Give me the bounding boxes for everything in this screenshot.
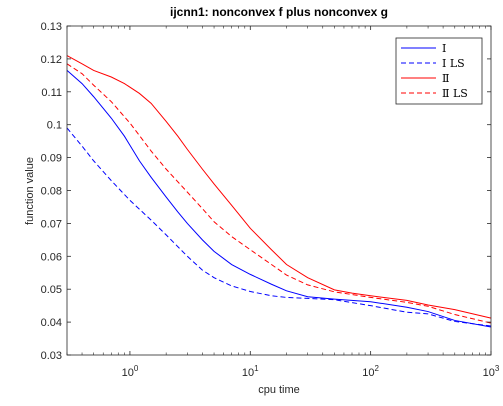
- y-tick-label: 0.09: [41, 153, 62, 165]
- x-axis-label: cpu time: [258, 384, 300, 396]
- series-line-2: [66, 127, 492, 327]
- x-tick-label: 101: [242, 364, 259, 379]
- y-tick-label: 0.03: [41, 350, 62, 362]
- series-line-4: [66, 63, 492, 324]
- y-tick-label: 0.1: [47, 120, 62, 132]
- y-tick-label: 0.13: [41, 21, 62, 33]
- y-tick-label: 0.06: [41, 251, 62, 263]
- legend-label-3: Ⅱ: [442, 72, 449, 85]
- legend-label-4: Ⅱ LS: [442, 87, 468, 100]
- series-layer: [66, 55, 492, 328]
- x-tick-label: 100: [122, 364, 139, 379]
- y-axis-label: function value: [24, 157, 36, 225]
- legend-label-1: Ⅰ: [442, 42, 446, 55]
- axes-layer: 0.03 0.04 0.05 0.06 0.07 0.08 0.09 0.1 0.11 0.12 0…: [41, 21, 500, 379]
- y-tick-label: 0.07: [41, 218, 62, 230]
- x-tick-label: 103: [483, 364, 500, 379]
- x-tick-label: 102: [362, 364, 379, 379]
- y-tick-label: 0.05: [41, 284, 62, 296]
- legend: Ⅰ Ⅰ LS Ⅱ Ⅱ LS: [395, 37, 483, 105]
- y-tick-label: 0.12: [41, 54, 62, 66]
- y-tick-label: 0.08: [41, 186, 62, 198]
- series-line-3: [66, 55, 492, 319]
- series-line-1: [66, 70, 492, 328]
- legend-label-2: Ⅰ LS: [442, 57, 465, 70]
- y-tick-label: 0.04: [41, 317, 62, 329]
- chart-title: ijcnn1: nonconvex f plus nonconvex g: [170, 5, 388, 19]
- y-tick-label: 0.11: [41, 87, 62, 99]
